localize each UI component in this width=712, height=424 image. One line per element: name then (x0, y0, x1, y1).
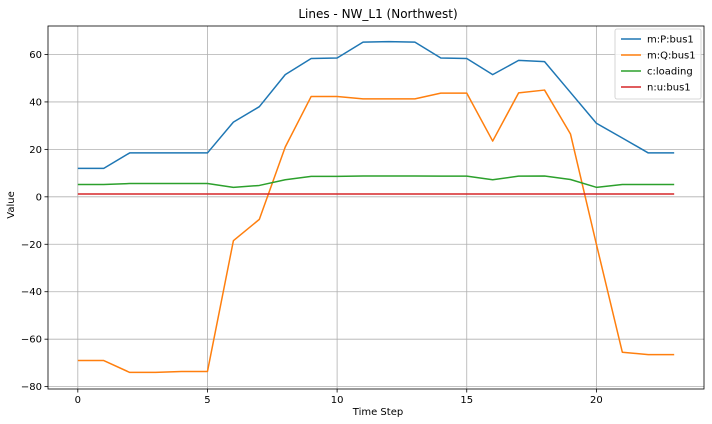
y-tick-label: 60 (29, 50, 42, 61)
x-tick-label: 0 (75, 395, 81, 406)
x-tick-label: 10 (331, 395, 344, 406)
y-tick-label: −60 (21, 335, 42, 346)
y-tick-label: −20 (21, 240, 42, 251)
y-axis-label: Value (6, 191, 17, 218)
legend-entry: m:P:bus1 (647, 35, 694, 46)
x-axis-ticks: 0 5 10 15 20 (75, 389, 603, 406)
y-tick-label: −40 (21, 287, 42, 298)
chart-title: Lines - NW_L1 (Northwest) (298, 7, 457, 21)
y-tick-label: −80 (21, 382, 42, 393)
legend-box (614, 28, 702, 100)
series-line-m-q-bus1 (77, 89, 675, 374)
y-tick-label: 20 (29, 145, 42, 156)
y-tick-label: 0 (36, 192, 42, 203)
legend: m:P:bus1 m:Q:bus1 c:loading n:u:bus1 (614, 28, 702, 100)
y-axis-ticks: −80 −60 −40 −20 0 20 40 60 (21, 50, 48, 393)
x-tick-label: 20 (590, 395, 603, 406)
legend-entry: c:loading (647, 67, 693, 78)
series-lines (77, 40, 675, 374)
y-tick-label: 40 (29, 97, 42, 108)
legend-entry: m:Q:bus1 (647, 51, 696, 62)
x-tick-label: 5 (204, 395, 210, 406)
legend-entry: n:u:bus1 (647, 83, 691, 94)
plot-frame (47, 25, 705, 390)
grid-lines (48, 26, 704, 389)
x-axis-label: Time Step (352, 407, 403, 418)
series-line-c-loading (77, 175, 675, 189)
series-line-m-p-bus1 (77, 40, 675, 170)
x-tick-label: 15 (460, 395, 473, 406)
